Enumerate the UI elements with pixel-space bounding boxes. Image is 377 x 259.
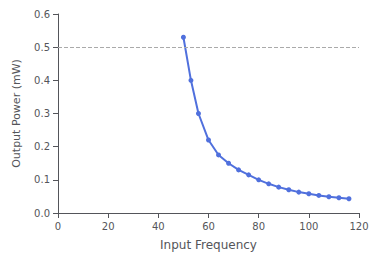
- svg-text:40: 40: [152, 221, 165, 232]
- svg-text:20: 20: [102, 221, 115, 232]
- svg-text:120: 120: [349, 221, 368, 232]
- svg-text:0: 0: [55, 221, 61, 232]
- svg-text:Input Frequency: Input Frequency: [160, 238, 257, 252]
- svg-text:0.1: 0.1: [34, 174, 50, 185]
- svg-text:80: 80: [252, 221, 265, 232]
- svg-text:0.4: 0.4: [34, 75, 50, 86]
- svg-text:60: 60: [202, 221, 215, 232]
- svg-text:0.3: 0.3: [34, 108, 50, 119]
- svg-text:100: 100: [299, 221, 318, 232]
- svg-text:0.5: 0.5: [34, 42, 50, 53]
- svg-text:0.6: 0.6: [34, 9, 50, 20]
- svg-text:0.0: 0.0: [34, 208, 50, 219]
- svg-text:0.2: 0.2: [34, 141, 50, 152]
- svg-text:Output Power (mW): Output Power (mW): [10, 59, 23, 168]
